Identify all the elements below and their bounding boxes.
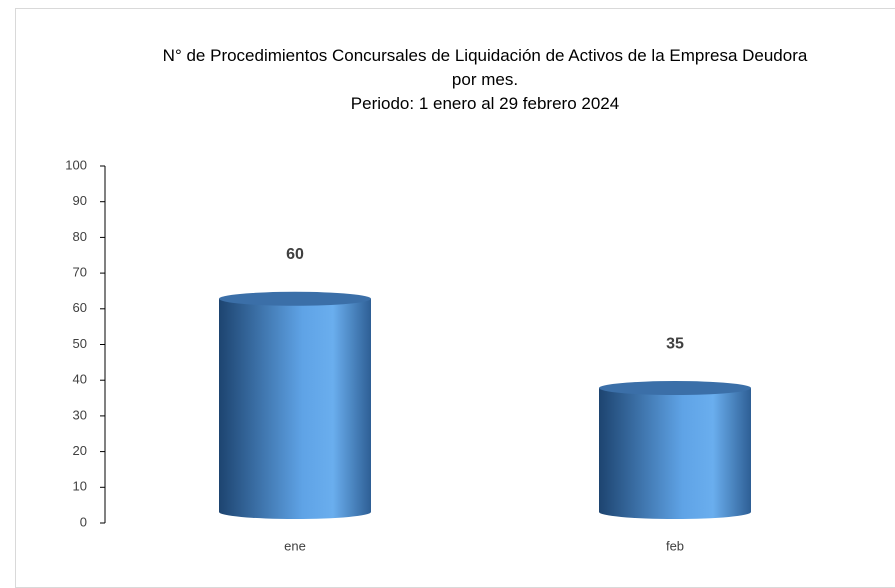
x-tick-label: feb [666,538,684,553]
data-label: 60 [286,246,304,263]
bar-top [599,381,751,396]
y-tick-label: 10 [73,479,87,494]
bar [599,381,751,519]
y-tick-label: 50 [73,336,87,351]
bar-body [219,298,371,519]
y-tick-label: 100 [65,157,87,172]
bar-top [219,291,371,306]
y-tick-label: 20 [73,443,87,458]
bar [219,291,371,519]
x-tick-label: ene [284,538,306,553]
chart-title: N° de Procedimientos Concursales de Liqu… [162,46,808,89]
data-label: 35 [666,335,684,352]
y-tick-label: 70 [73,265,87,280]
y-tick-label: 90 [73,193,87,208]
titles: N° de Procedimientos Concursales de Liqu… [160,44,810,116]
y-tick-label: 60 [73,300,87,315]
y-tick-label: 80 [73,229,87,244]
bar-body [599,388,751,519]
y-tick-label: 30 [73,407,87,422]
y-tick-label: 40 [73,372,87,387]
chart-subtitle: Periodo: 1 enero al 29 febrero 2024 [350,94,620,113]
y-tick-label: 0 [80,514,87,529]
